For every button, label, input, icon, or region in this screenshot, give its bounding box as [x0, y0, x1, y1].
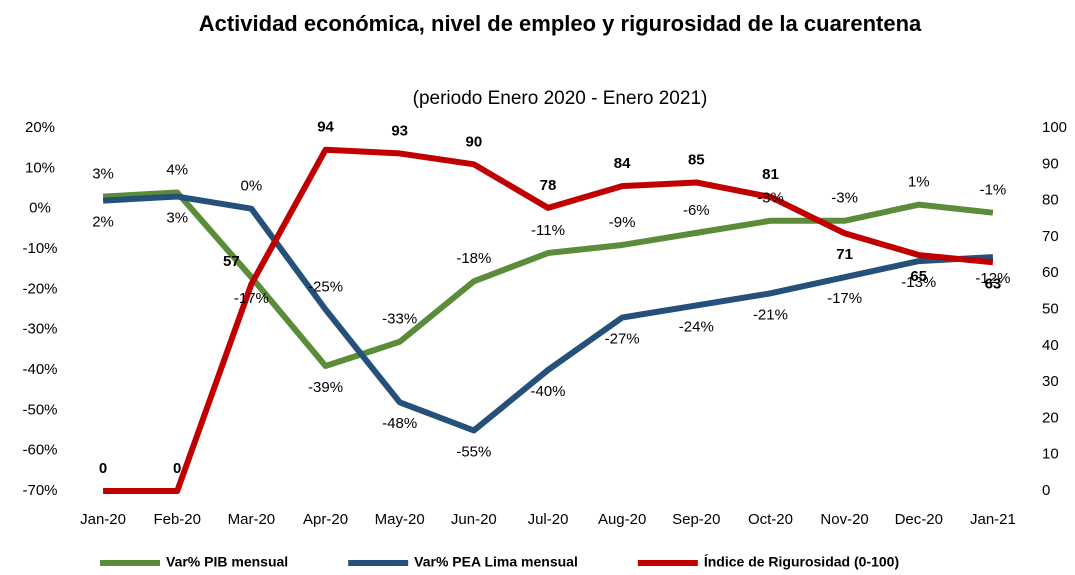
y2-tick-label: 30 [1042, 373, 1059, 390]
y2-tick-label: 40 [1042, 337, 1059, 354]
data-label: -24% [679, 318, 714, 335]
x-tick-label: Sep-20 [672, 511, 720, 528]
data-label: 84 [614, 155, 631, 172]
y2-tick-label: 60 [1042, 264, 1059, 281]
x-tick-label: Mar-20 [228, 511, 276, 528]
data-label: 0 [173, 460, 181, 477]
data-label: 65 [910, 268, 927, 285]
data-label: 0% [241, 178, 263, 195]
data-label: 63 [985, 275, 1002, 292]
x-tick-label: Oct-20 [748, 511, 793, 528]
data-label: -25% [308, 278, 343, 295]
x-tick-label: Feb-20 [153, 511, 201, 528]
y2-tick-label: 70 [1042, 228, 1059, 245]
y2-tick-label: 20 [1042, 409, 1059, 426]
y2-tick-label: 80 [1042, 192, 1059, 209]
data-label: -40% [530, 383, 565, 400]
y-tick-label: -10% [22, 240, 57, 257]
data-label: -17% [827, 290, 862, 307]
data-label: 90 [466, 133, 483, 150]
data-label: 81 [762, 166, 779, 183]
data-label: -17% [234, 290, 269, 307]
chart-title: Actividad económica, nivel de empleo y r… [198, 11, 922, 36]
legend-label: Var% PEA Lima mensual [414, 554, 578, 570]
data-label: 94 [317, 119, 334, 136]
data-label: 0 [99, 460, 107, 477]
data-label: -18% [456, 250, 491, 267]
x-tick-label: Apr-20 [303, 511, 348, 528]
x-tick-label: Jun-20 [451, 511, 497, 528]
data-label: 78 [540, 177, 557, 194]
data-label: -27% [605, 331, 640, 348]
x-tick-label: Jul-20 [528, 511, 569, 528]
data-label: 71 [836, 246, 853, 263]
data-label: 3% [166, 210, 188, 227]
y2-tick-label: 100 [1042, 119, 1067, 136]
y-tick-label: 20% [25, 119, 55, 136]
y-tick-label: -60% [22, 442, 57, 459]
legend-label: Var% PIB mensual [166, 554, 288, 570]
x-tick-label: Dec-20 [895, 511, 943, 528]
y2-tick-label: 0 [1042, 482, 1050, 499]
series-line [103, 146, 994, 494]
legend-label: Índice de Rigurosidad (0-100) [704, 554, 899, 570]
data-label: -55% [456, 443, 491, 460]
data-label: 85 [688, 151, 705, 168]
y2-tick-label: 50 [1042, 300, 1059, 317]
y-tick-label: -70% [22, 482, 57, 499]
data-label: -12% [975, 270, 1010, 287]
x-tick-label: May-20 [375, 511, 425, 528]
data-label: -33% [382, 311, 417, 328]
data-label: 2% [92, 214, 114, 231]
data-label: 57 [223, 253, 240, 270]
x-tick-label: Aug-20 [598, 511, 646, 528]
data-label: -13% [901, 274, 936, 291]
x-tick-label: Jan-20 [80, 511, 126, 528]
y2-tick-label: 10 [1042, 446, 1059, 463]
y2-tick-label: 90 [1042, 155, 1059, 172]
y-tick-label: -20% [22, 280, 57, 297]
data-label: -3% [831, 190, 858, 207]
data-label: -9% [609, 214, 636, 231]
data-label: -39% [308, 379, 343, 396]
data-label: 1% [908, 174, 930, 191]
x-tick-label: Nov-20 [820, 511, 868, 528]
y-tick-label: 10% [25, 159, 55, 176]
series-line [102, 189, 994, 369]
y-tick-label: -30% [22, 321, 57, 338]
y-tick-label: -40% [22, 361, 57, 378]
y-tick-label: -50% [22, 401, 57, 418]
data-label: 3% [92, 166, 114, 183]
y-tick-label: 0% [29, 200, 51, 217]
data-label: -1% [980, 182, 1007, 199]
data-label: 4% [166, 162, 188, 179]
data-label: 93 [391, 122, 408, 139]
data-label: -48% [382, 415, 417, 432]
x-tick-label: Jan-21 [970, 511, 1016, 528]
series-line [102, 193, 994, 434]
data-label: -3% [757, 190, 784, 207]
chart-subtitle: (periodo Enero 2020 - Enero 2021) [412, 88, 708, 109]
data-label: -21% [753, 306, 788, 323]
data-label: -11% [531, 222, 565, 239]
data-label: -6% [683, 202, 710, 219]
